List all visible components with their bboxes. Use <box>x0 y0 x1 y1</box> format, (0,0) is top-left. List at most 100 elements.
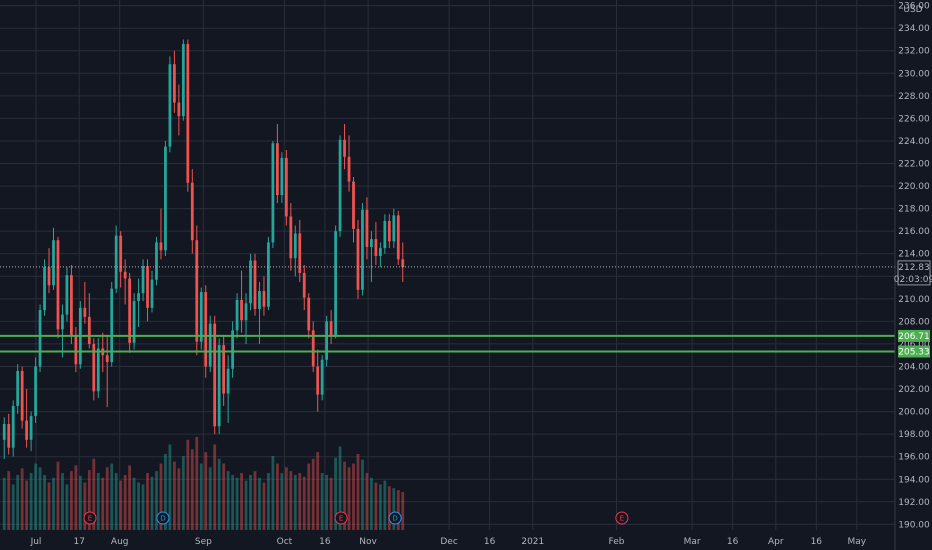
candle-body <box>190 182 194 241</box>
candle-body <box>240 299 243 321</box>
candle-body <box>222 345 226 394</box>
volume-bar <box>34 463 37 530</box>
candle-body <box>16 371 20 406</box>
candle-body <box>298 233 302 273</box>
x-tick-label: Nov <box>359 537 377 547</box>
candle-body <box>199 292 203 342</box>
y-tick-label: 202.00 <box>898 385 930 395</box>
candle-body <box>146 266 149 308</box>
x-tick-label: 16 <box>319 537 331 547</box>
volume-bar <box>307 463 311 530</box>
volume-bar <box>177 468 181 530</box>
event-marker[interactable] <box>334 511 348 525</box>
candle-body <box>334 231 337 337</box>
volume-bar <box>47 482 51 530</box>
event-marker[interactable] <box>156 511 170 525</box>
volume-bar <box>302 476 306 530</box>
price-axis-ticks: 190.00 192.00 194.00 196.00 198.00 200.00 202.… <box>898 2 930 531</box>
y-tick-label: 200.00 <box>898 408 930 418</box>
x-tick-label: May <box>847 537 866 547</box>
candle-body <box>316 366 320 395</box>
candle-body <box>168 64 172 147</box>
countdown-timer: 02:03:09 <box>894 275 932 285</box>
y-tick-label: 228.00 <box>898 92 930 102</box>
volume-bar <box>70 471 73 530</box>
y-tick-label: 236.00 <box>898 2 930 12</box>
candle-body <box>195 240 199 342</box>
volume-bar <box>43 474 46 530</box>
candle-body <box>123 271 127 279</box>
volume-bar <box>155 471 158 530</box>
volume-bar <box>253 471 257 530</box>
candle-body <box>29 416 33 440</box>
candle-body <box>311 330 315 367</box>
volume-bar <box>258 477 261 530</box>
candle-body <box>47 267 51 286</box>
candle-body <box>34 366 37 417</box>
candle-body <box>119 235 123 272</box>
price-tags: 206.71 205.33 212.83 02:03:09 <box>894 260 932 358</box>
candle-body <box>226 368 230 394</box>
candle-body <box>356 228 360 290</box>
candle-body <box>289 216 293 259</box>
x-tick-label: Aug <box>111 537 129 547</box>
volume-bar <box>401 492 405 530</box>
volume-bar <box>96 473 100 530</box>
volume-bar <box>38 467 42 530</box>
volume-bar <box>123 474 127 530</box>
volume-bar <box>74 465 78 530</box>
candle-body <box>361 209 364 290</box>
volume-bar <box>262 482 266 530</box>
volume-bar <box>231 474 234 530</box>
volume-bars <box>2 436 405 530</box>
horizontal-levels[interactable] <box>0 334 895 353</box>
volume-bar <box>101 477 105 530</box>
volume-bar <box>150 476 154 530</box>
volume-bar <box>208 467 212 530</box>
volume-bar <box>383 480 387 530</box>
candle-body <box>262 290 266 307</box>
candle-body <box>213 323 217 427</box>
candle-body <box>280 157 284 196</box>
candle-body <box>320 359 324 395</box>
event-marker[interactable] <box>388 511 402 525</box>
y-tick-label: 206.00 <box>898 340 930 350</box>
volume-bar <box>325 474 329 530</box>
event-marker-label: E <box>620 515 624 523</box>
volume-bar <box>7 471 11 530</box>
candle-body <box>338 139 342 232</box>
event-marker[interactable] <box>615 511 629 525</box>
volume-bar <box>365 473 369 530</box>
candle-body <box>374 239 378 256</box>
candle-body <box>177 102 181 117</box>
y-tick-label: 190.00 <box>898 520 930 530</box>
level-price-label: 206.71 <box>898 332 930 342</box>
candle-body <box>235 299 239 331</box>
volume-bar <box>173 461 176 530</box>
event-marker[interactable] <box>83 511 97 525</box>
volume-bar <box>146 473 149 530</box>
candle-body <box>141 266 145 294</box>
candle-body <box>325 321 329 360</box>
x-tick-label: 2021 <box>521 537 544 547</box>
y-tick-label: 194.00 <box>898 475 930 485</box>
volume-bar <box>374 482 378 530</box>
volume-bar <box>396 490 400 530</box>
candle-body <box>11 405 15 448</box>
x-tick-label: 16 <box>727 537 739 547</box>
candle-body <box>329 321 333 337</box>
candle-body <box>56 240 60 330</box>
candle-body <box>365 209 369 247</box>
event-marker-label: E <box>88 515 92 523</box>
y-tick-label: 224.00 <box>898 137 930 147</box>
y-tick-label: 234.00 <box>898 24 930 34</box>
y-tick-label: 204.00 <box>898 362 930 372</box>
volume-bar <box>195 436 199 530</box>
x-tick-label: Apr <box>768 537 784 547</box>
y-tick-label: 196.00 <box>898 453 930 463</box>
candle-body <box>307 297 311 331</box>
candle-body <box>110 288 114 362</box>
volume-bar <box>186 439 190 530</box>
